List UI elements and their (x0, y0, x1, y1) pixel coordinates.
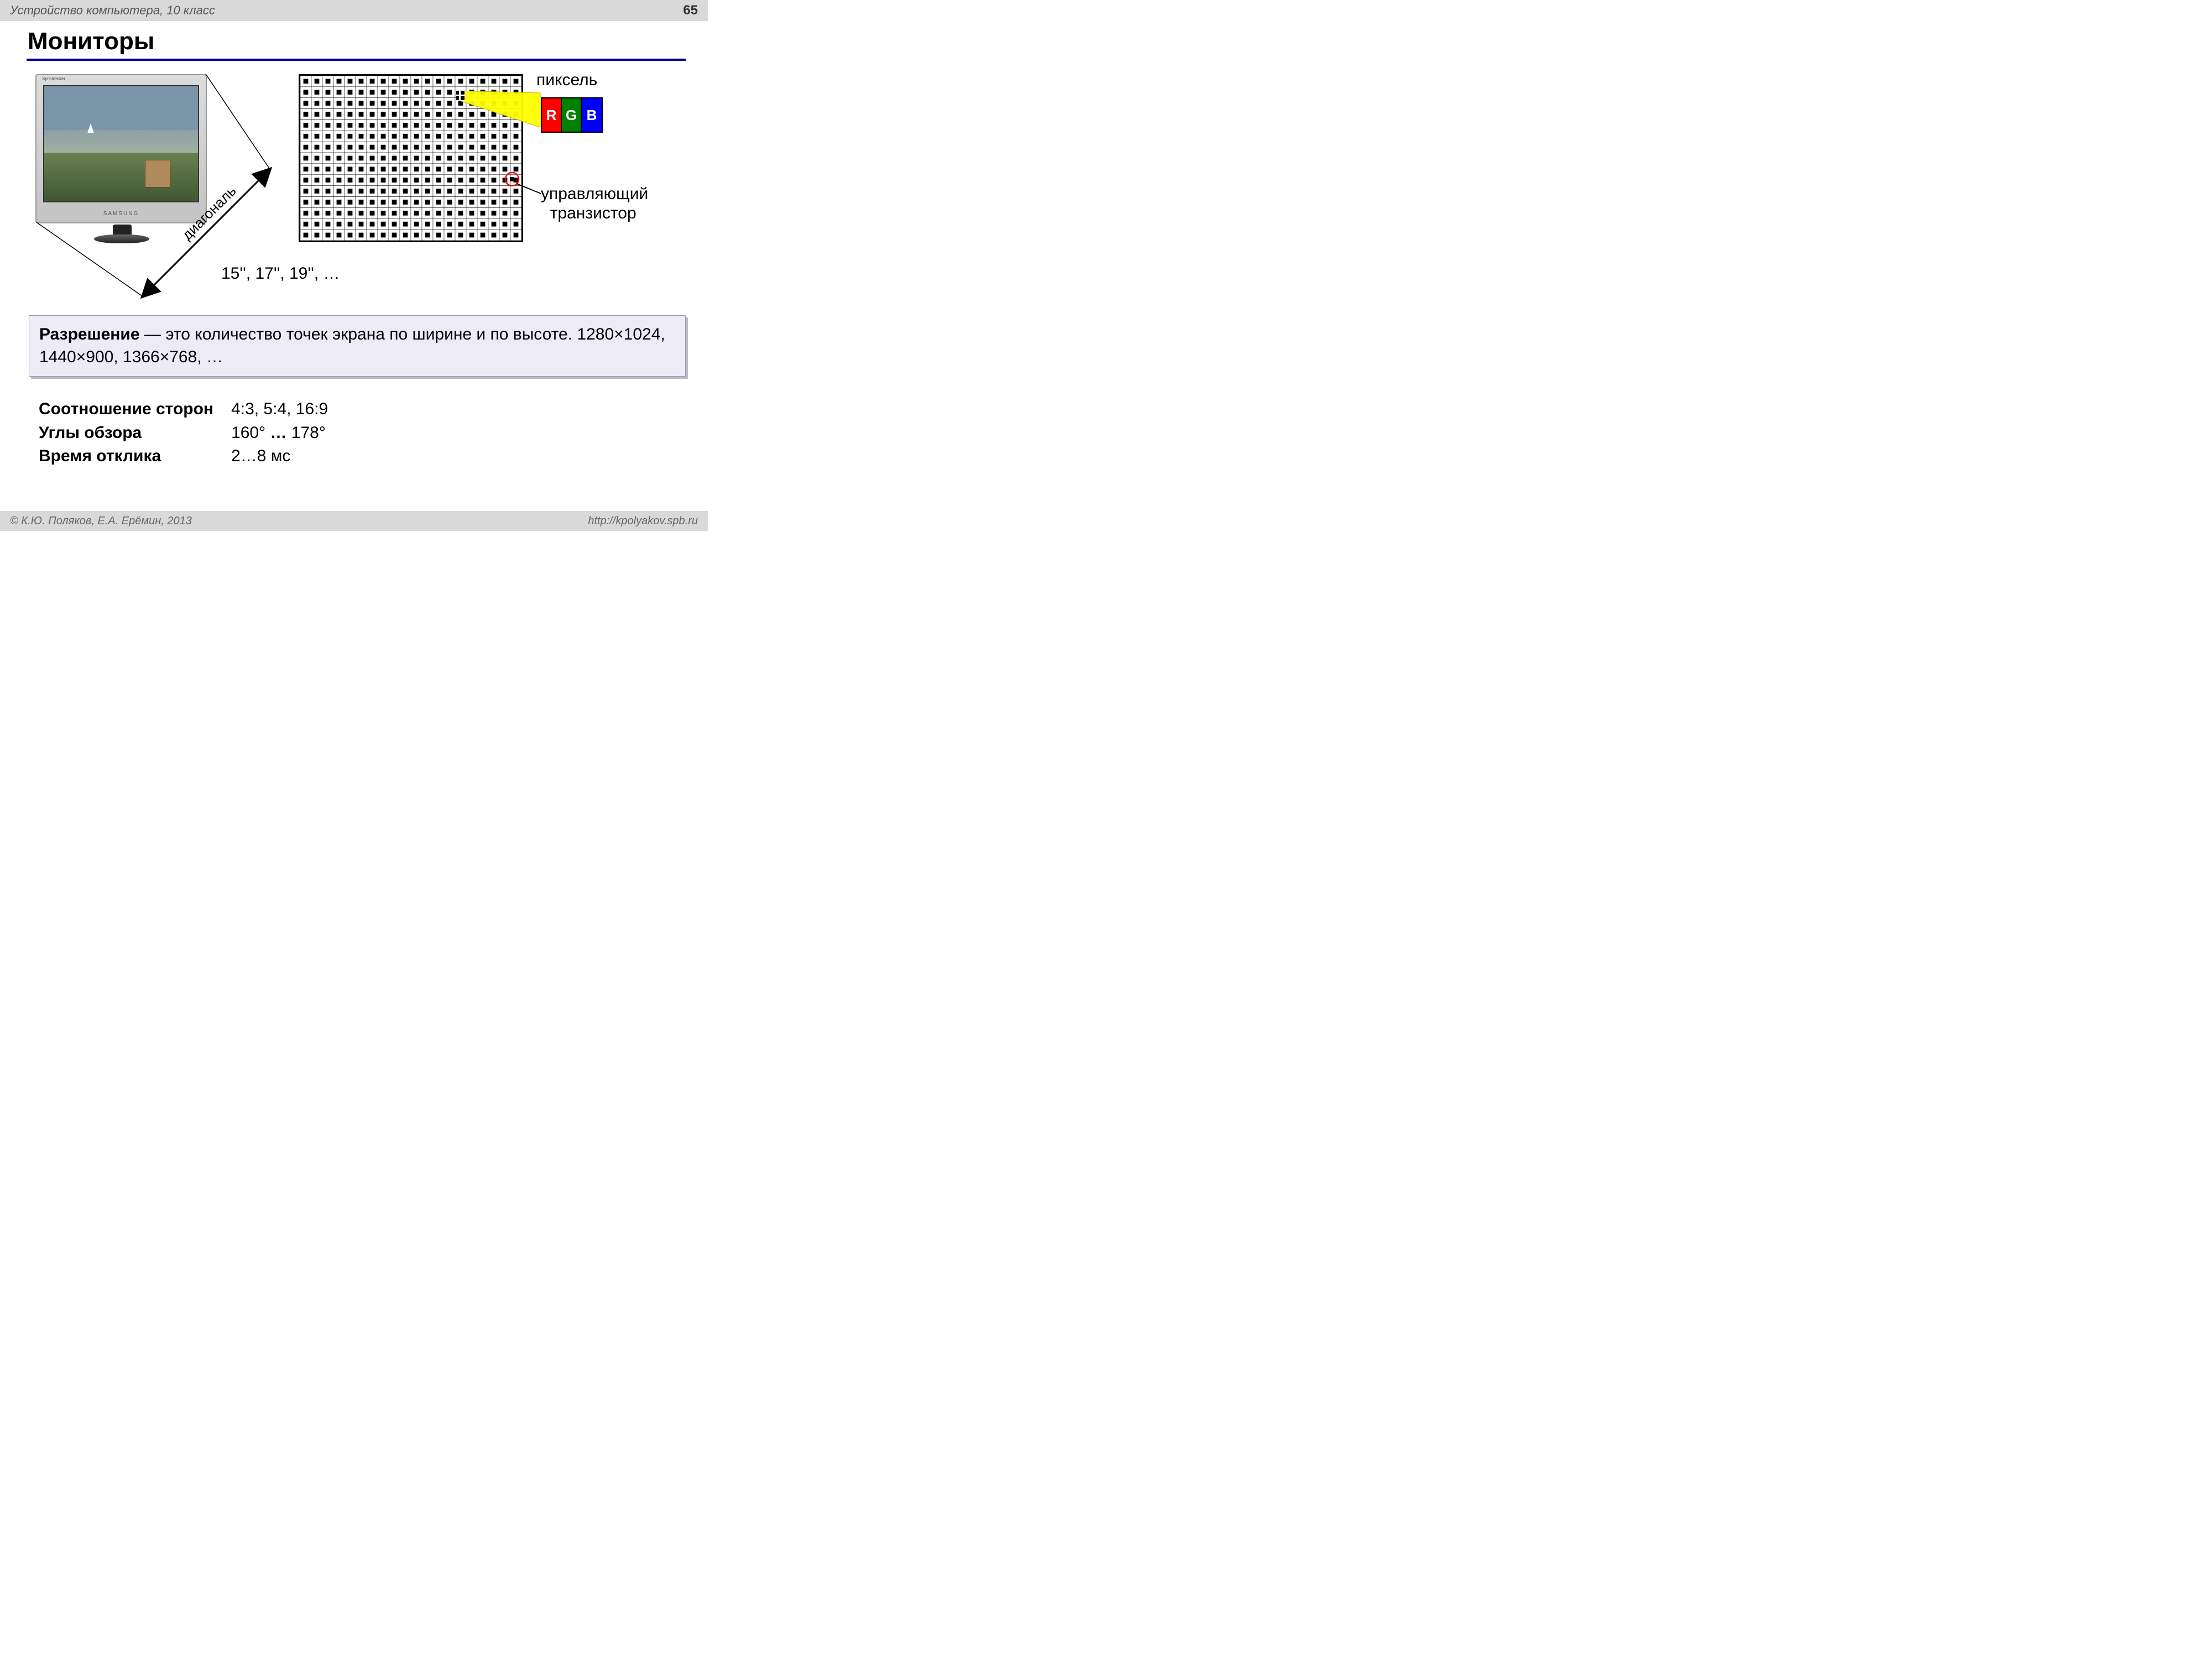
transistor-line2: транзистор (550, 204, 637, 222)
footer-bar: © К.Ю. Поляков, Е.А. Ерёмин, 2013 http:/… (0, 511, 708, 531)
rgb-cell-b: B (582, 98, 602, 132)
spec-value: 160° … 178° (231, 422, 345, 445)
spec-row: Соотношение сторон4:3, 5:4, 16:9 (39, 398, 345, 421)
pixel-label: пиксель (536, 71, 597, 90)
content-area: SAMSUNG диагональ 15'', 17'', 19'', … п (0, 71, 708, 491)
transistor-line1: управляющий (541, 185, 648, 203)
header-subject: Устройство компьютера, 10 класс (10, 3, 215, 18)
page-title: Мониторы (0, 21, 708, 59)
rgb-cell-r: R (542, 98, 562, 132)
page-number: 65 (683, 3, 698, 18)
spec-value: 2…8 мс (231, 445, 345, 468)
rgb-box: RGB (541, 97, 603, 133)
resolution-term: Разрешение (39, 325, 140, 343)
header-bar: Устройство компьютера, 10 класс 65 (0, 0, 708, 21)
diagonal-values: 15'', 17'', 19'', … (221, 264, 340, 283)
spec-name: Соотношение сторон (39, 398, 230, 421)
spec-name: Углы обзора (39, 422, 230, 445)
specs-table: Соотношение сторон4:3, 5:4, 16:9Углы обз… (38, 397, 346, 469)
resolution-box: Разрешение — это количество точек экрана… (29, 315, 686, 377)
spec-row: Время отклика2…8 мс (39, 445, 345, 468)
spec-name: Время отклика (39, 445, 230, 468)
transistor-label: управляющий транзистор (541, 185, 648, 223)
spec-row: Углы обзора160° … 178° (39, 422, 345, 445)
title-underline (27, 59, 686, 61)
footer-copyright: © К.Ю. Поляков, Е.А. Ерёмин, 2013 (10, 515, 192, 528)
rgb-cell-g: G (562, 98, 582, 132)
footer-url: http://kpolyakov.spb.ru (588, 515, 698, 528)
spec-value: 4:3, 5:4, 16:9 (231, 398, 345, 421)
